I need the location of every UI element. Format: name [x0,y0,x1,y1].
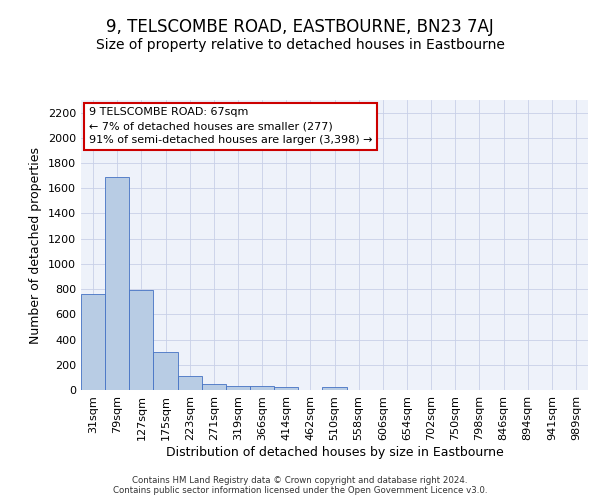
Bar [129,290,154,390]
Bar [274,388,298,390]
Bar [81,294,105,390]
Bar [322,387,347,390]
Text: 9, TELSCOMBE ROAD, EASTBOURNE, BN23 7AJ: 9, TELSCOMBE ROAD, EASTBOURNE, BN23 7AJ [106,18,494,36]
X-axis label: Distribution of detached houses by size in Eastbourne: Distribution of detached houses by size … [166,446,503,458]
Y-axis label: Number of detached properties: Number of detached properties [29,146,43,344]
Text: Contains HM Land Registry data © Crown copyright and database right 2024.
Contai: Contains HM Land Registry data © Crown c… [113,476,487,495]
Bar [105,177,129,390]
Text: 9 TELSCOMBE ROAD: 67sqm
← 7% of detached houses are smaller (277)
91% of semi-de: 9 TELSCOMBE ROAD: 67sqm ← 7% of detached… [89,108,372,146]
Bar [250,386,274,390]
Bar [226,386,250,390]
Text: Size of property relative to detached houses in Eastbourne: Size of property relative to detached ho… [95,38,505,52]
Bar [178,376,202,390]
Bar [154,352,178,390]
Bar [202,384,226,390]
